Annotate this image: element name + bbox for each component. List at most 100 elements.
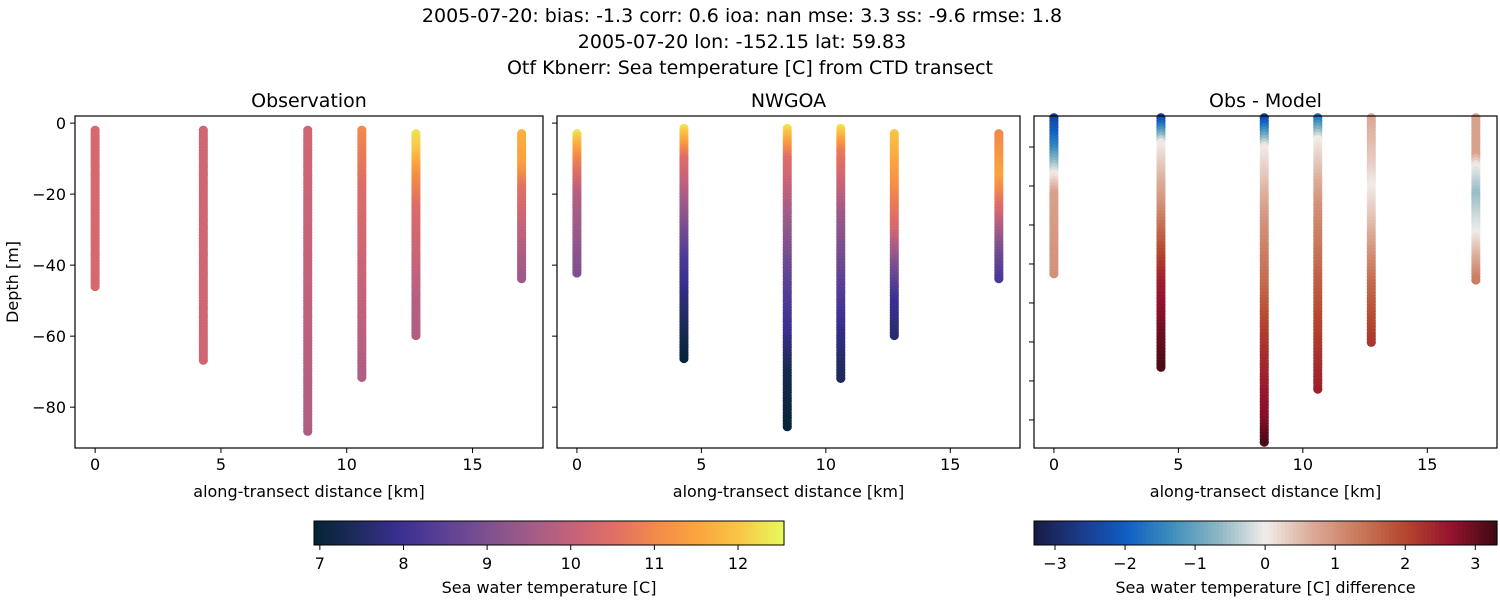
data-point (411, 330, 421, 341)
colorbar-segment (1099, 521, 1105, 545)
colorbar-frame (313, 520, 785, 546)
colorbar-segment (619, 521, 625, 545)
colorbar-segment (737, 521, 742, 545)
colorbar-segment (733, 521, 738, 545)
colorbar-segment (1388, 521, 1394, 545)
colorbar-segment (321, 521, 327, 545)
colorbar-segment (1342, 521, 1348, 545)
colorbar-segment (1485, 521, 1490, 545)
colorbar-segment (1165, 521, 1170, 545)
colorbar-segment (353, 521, 358, 545)
cast-1 (90, 125, 100, 292)
colorbar-segment (1311, 521, 1317, 545)
colorbar-segment (1111, 521, 1116, 545)
colorbar-segment (1076, 521, 1081, 545)
x-tick-label: 5 (216, 455, 226, 474)
colorbar-segment (1242, 521, 1247, 545)
colorbar-segment (411, 521, 417, 545)
colorbar-segment (1215, 521, 1220, 545)
colorbar-segment (1296, 521, 1301, 545)
x-tick-label: 10 (816, 455, 836, 474)
colorbar-segment (376, 521, 382, 545)
colorbar-segment (697, 521, 703, 545)
colorbar-segment (615, 521, 621, 545)
colorbar-segment (478, 521, 484, 545)
colorbar-segment (646, 521, 652, 545)
colorbar-segment (748, 521, 754, 545)
colorbar-segment (1300, 521, 1305, 545)
colorbar-segment (611, 521, 617, 545)
colorbar-segment (674, 521, 679, 545)
colorbar-segment (333, 521, 339, 545)
colorbar-segment (396, 521, 401, 545)
colorbar-segment (329, 521, 335, 545)
colorbar-tick-label: 10 (561, 554, 581, 573)
colorbar-segment (631, 521, 636, 545)
colorbar-segment (380, 521, 386, 545)
colorbar-segment (447, 521, 452, 545)
colorbar-segment (552, 521, 558, 545)
colorbar-segment (776, 521, 781, 545)
cast-2 (679, 123, 689, 364)
x-tick-label: 15 (462, 455, 482, 474)
colorbar-segment (443, 521, 448, 545)
colorbar-segment (658, 521, 664, 545)
colorbar-segment (368, 521, 374, 545)
colorbar-segment (1234, 521, 1240, 545)
colorbar-segment (1118, 521, 1124, 545)
colorbar-tick-label: 12 (728, 554, 748, 573)
colorbar-segment (1107, 521, 1112, 545)
colorbar-segment (654, 521, 660, 545)
colorbar-segment (466, 521, 472, 545)
colorbar-segment (599, 521, 605, 545)
colorbar-segment (1253, 521, 1259, 545)
colorbar-segment (1358, 521, 1363, 545)
cast-2 (198, 125, 208, 365)
data-point (1156, 362, 1166, 372)
colorbar-segment (1315, 521, 1321, 545)
cast-1 (1049, 113, 1059, 279)
cast-4 (836, 123, 846, 384)
data-point (517, 274, 527, 284)
colorbar-segment (717, 521, 722, 545)
colorbar-segment (1223, 521, 1228, 545)
colorbar-segment (415, 521, 421, 545)
colorbar-segment (1365, 521, 1371, 545)
data-point (572, 268, 582, 278)
colorbar-label: Sea water temperature [C] difference (1115, 578, 1415, 597)
colorbar-segment (607, 521, 613, 545)
cast-3 (1259, 113, 1269, 447)
colorbar-segment (701, 521, 707, 545)
y-tick-label: −20 (32, 185, 66, 204)
colorbar-segment (1184, 521, 1189, 545)
colorbar-segment (451, 521, 456, 545)
colorbar-segment (1469, 521, 1475, 545)
colorbar-segment (568, 521, 574, 545)
colorbar-segment (709, 521, 715, 545)
colorbar-tick-label: 9 (482, 554, 492, 573)
data-point (782, 422, 792, 432)
colorbar-segment (384, 521, 390, 545)
colorbar-segment (1049, 521, 1054, 545)
colorbar-segment (1412, 521, 1417, 545)
colorbar-segment (1257, 521, 1263, 545)
colorbar-segment (1261, 521, 1267, 545)
colorbar-segment (1346, 521, 1351, 545)
cast-6 (994, 129, 1004, 284)
colorbar-segment (1361, 521, 1367, 545)
colorbar-segment (427, 521, 433, 545)
colorbar-segment (505, 521, 511, 545)
colorbar-segment (1142, 521, 1147, 545)
colorbar-segment (1435, 521, 1440, 545)
colorbar-segment (1304, 521, 1309, 545)
colorbar-segment (1415, 521, 1421, 545)
colorbar-segment (1419, 521, 1425, 545)
colorbar-segment (1385, 521, 1390, 545)
colorbar-segment (317, 521, 323, 545)
colorbar-segment (1404, 521, 1409, 545)
colorbar-segment (1462, 521, 1467, 545)
data-point (90, 281, 100, 292)
colorbar-tick-label: −2 (1113, 554, 1137, 573)
colorbar-segment (525, 521, 531, 545)
